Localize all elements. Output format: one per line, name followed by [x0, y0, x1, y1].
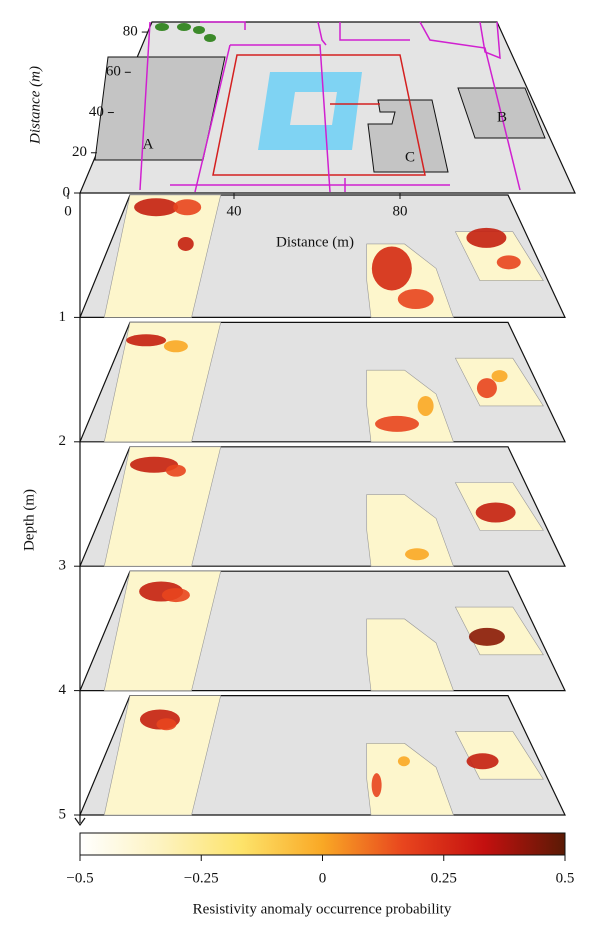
zone-a-anomaly — [103, 570, 222, 691]
colorbar-tick-label: −0.5 — [66, 870, 93, 886]
pool — [258, 72, 362, 150]
zone-label: B — [497, 109, 507, 125]
depth-tick-label: 4 — [59, 682, 67, 698]
colorbar-tick-label: 0.25 — [431, 870, 457, 886]
map-x-label: Distance (m) — [276, 234, 354, 250]
anomaly-blob — [405, 548, 430, 561]
depth-label: Depth (m) — [21, 489, 37, 551]
zone-c-anomaly — [366, 494, 454, 567]
site-map: A B C — [79, 21, 576, 194]
anomaly-blob — [475, 502, 516, 523]
zone-c-anomaly — [366, 618, 454, 691]
zone-a-anomaly — [103, 322, 222, 443]
anomaly-blob — [397, 289, 434, 310]
pipes — [139, 21, 521, 193]
anomaly-blob — [371, 246, 412, 291]
anomaly-blob — [163, 340, 188, 353]
anomaly-blob — [130, 456, 179, 473]
map-y-tick-label: 20 — [72, 144, 87, 160]
map-x-tick-label: 40 — [227, 203, 242, 219]
map-y-tick-label: 40 — [89, 104, 104, 120]
anomaly-blob — [165, 464, 186, 477]
anomaly-blob — [161, 588, 190, 603]
zone-a-anomaly — [103, 194, 222, 318]
depth-tick-label: 2 — [59, 433, 67, 449]
anomaly-blob — [476, 378, 497, 399]
zone-label: A — [143, 136, 154, 152]
colorbar-label: Resistivity anomaly occurrence probabili… — [193, 901, 452, 917]
anomaly-blob — [466, 753, 499, 770]
colorbar-tick-label: 0 — [319, 870, 327, 886]
anomaly-blob — [371, 773, 382, 798]
anomaly-blob — [156, 718, 177, 731]
anomaly-blob — [491, 370, 508, 383]
anomaly-blob — [126, 334, 167, 347]
zone-c-anomaly — [366, 743, 454, 816]
zone-a-anomaly — [103, 446, 222, 567]
axis-arrow — [74, 817, 86, 827]
anomaly-blob — [173, 199, 202, 216]
zone-a-anomaly — [103, 695, 222, 816]
colorbar — [79, 832, 566, 856]
depth-tick-label: 5 — [59, 806, 67, 822]
trees — [155, 23, 216, 42]
depth-tick-label: 3 — [59, 558, 67, 574]
map-x-tick-label: 0 — [64, 203, 72, 219]
zone-label: C — [405, 149, 415, 165]
anomaly-blob — [177, 236, 194, 251]
colorbar-tick-label: −0.25 — [184, 870, 219, 886]
anomaly-blob — [134, 198, 179, 217]
anomaly-blob — [468, 627, 505, 646]
map-y-label: Distance (m) — [27, 66, 43, 145]
map-y-tick-label: 60 — [106, 64, 121, 80]
anomaly-blob — [496, 255, 521, 270]
depth-tick-label: 1 — [59, 309, 67, 325]
anomaly-blob — [417, 395, 434, 416]
zone-c — [367, 99, 449, 173]
anomaly-blob — [375, 415, 420, 432]
red-line — [212, 54, 426, 176]
anomaly-blob — [397, 756, 410, 767]
anomaly-blob — [466, 227, 507, 248]
map-x-tick-label: 80 — [393, 203, 408, 219]
map-y-tick-label: 80 — [123, 23, 138, 39]
colorbar-tick-label: 0.5 — [556, 870, 575, 886]
map-y-tick-label: 0 — [63, 184, 71, 200]
depth-slices — [79, 194, 566, 816]
